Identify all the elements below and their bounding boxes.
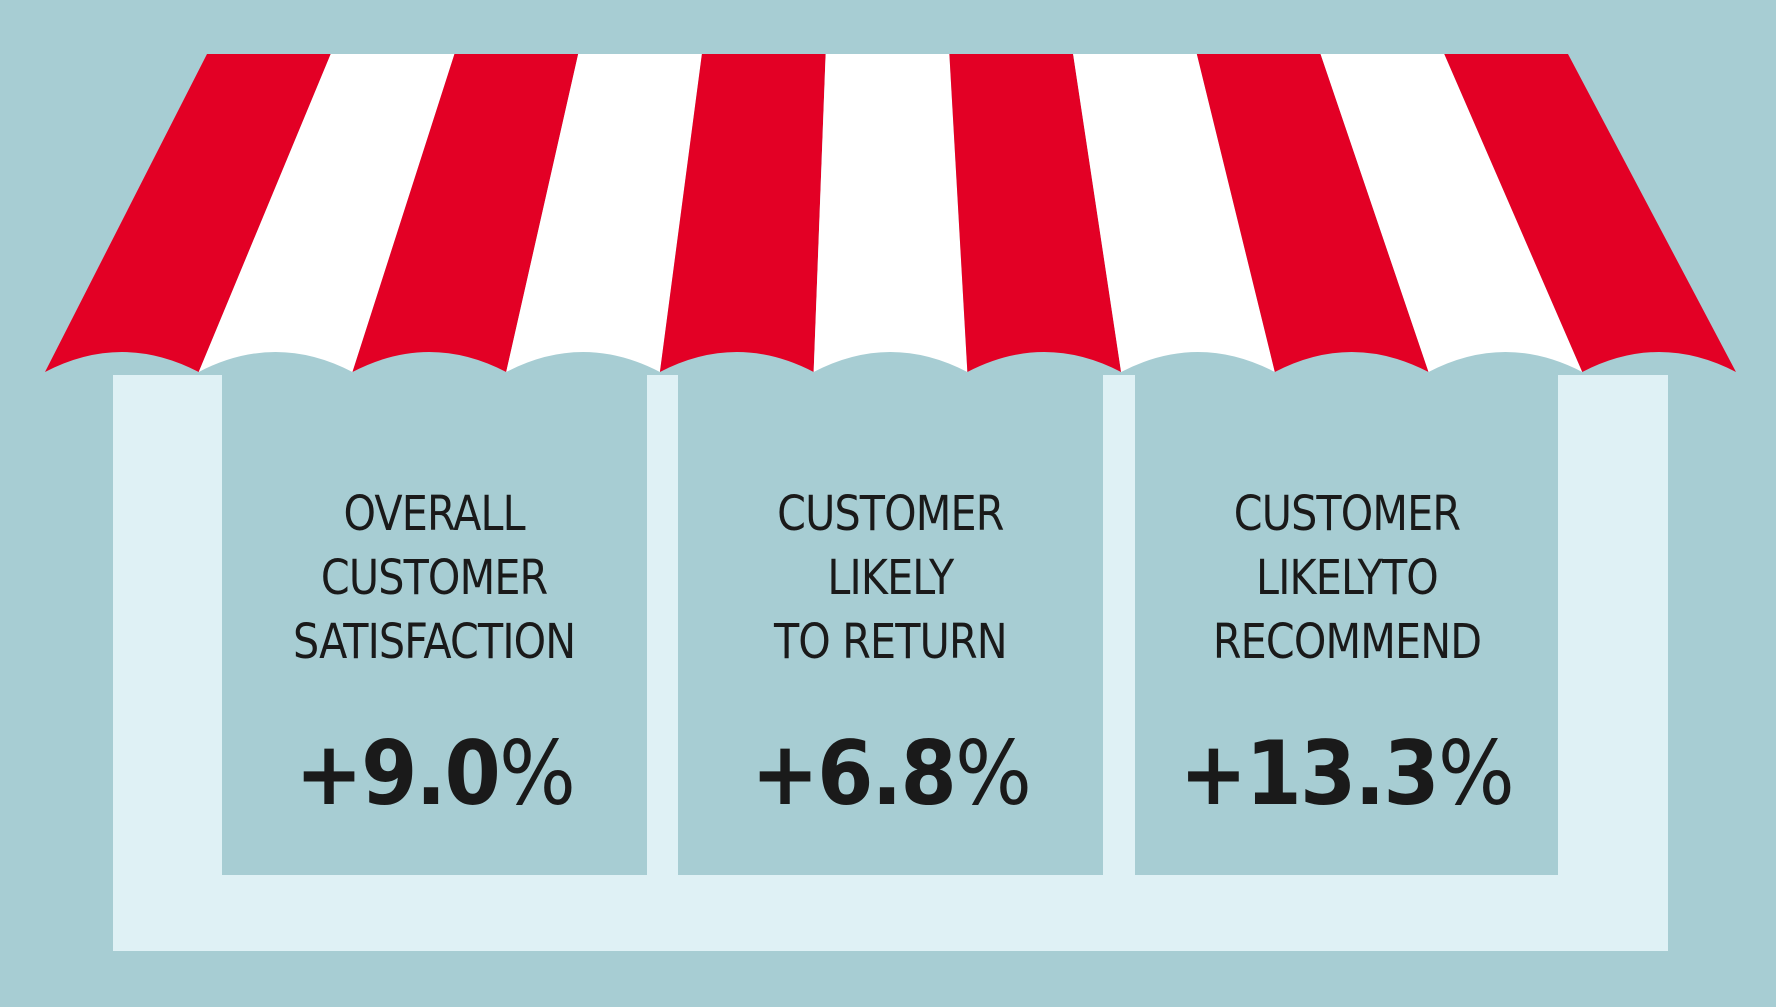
- awning-stripe-white: [1073, 54, 1275, 372]
- awning-stripe-white: [506, 54, 702, 372]
- awning-stripe-red: [352, 54, 579, 372]
- awning-stripe-white: [1320, 54, 1583, 372]
- label-line: SATISFACTION: [293, 614, 576, 670]
- awning-stripe-red: [45, 54, 331, 372]
- panel-value: +13.3%: [1180, 726, 1515, 822]
- value-number: +6.8: [751, 722, 957, 825]
- label-line: LIKELY: [827, 550, 955, 606]
- label-line: CUSTOMER: [1233, 486, 1460, 542]
- panel-label: CUSTOMER LIKELY TO RETURN: [774, 482, 1008, 674]
- panel-value: +9.0%: [295, 726, 576, 822]
- value-unit: %: [498, 722, 576, 825]
- awning-stripe-white: [198, 54, 455, 372]
- panel-label: CUSTOMER LIKELYTO RECOMMEND: [1212, 482, 1481, 674]
- awning-stripe-white: [813, 54, 968, 372]
- label-line: TO RETURN: [774, 614, 1008, 670]
- label-line: CUSTOMER: [777, 486, 1004, 542]
- awning-stripe-red: [1444, 54, 1736, 372]
- panel-label: OVERALL CUSTOMER SATISFACTION: [293, 482, 576, 674]
- window-panel-recommend: CUSTOMER LIKELYTO RECOMMEND +13.3%: [1135, 375, 1558, 875]
- value-unit: %: [1438, 722, 1515, 825]
- label-line: RECOMMEND: [1212, 614, 1481, 670]
- window-panel-return: CUSTOMER LIKELY TO RETURN +6.8%: [678, 375, 1103, 875]
- panel-value: +6.8%: [751, 726, 1032, 822]
- awning-stripe-red: [659, 54, 826, 372]
- value-number: +9.0: [295, 722, 501, 825]
- window-panel-satisfaction: OVERALL CUSTOMER SATISFACTION +9.0%: [222, 375, 647, 875]
- label-line: LIKELYTO: [1255, 550, 1439, 606]
- awning-stripe-red: [949, 54, 1122, 372]
- label-line: CUSTOMER: [321, 550, 548, 606]
- value-number: +13.3: [1179, 722, 1440, 825]
- awning-stripe-red: [1196, 54, 1429, 372]
- label-line: OVERALL: [343, 486, 526, 542]
- value-unit: %: [954, 722, 1032, 825]
